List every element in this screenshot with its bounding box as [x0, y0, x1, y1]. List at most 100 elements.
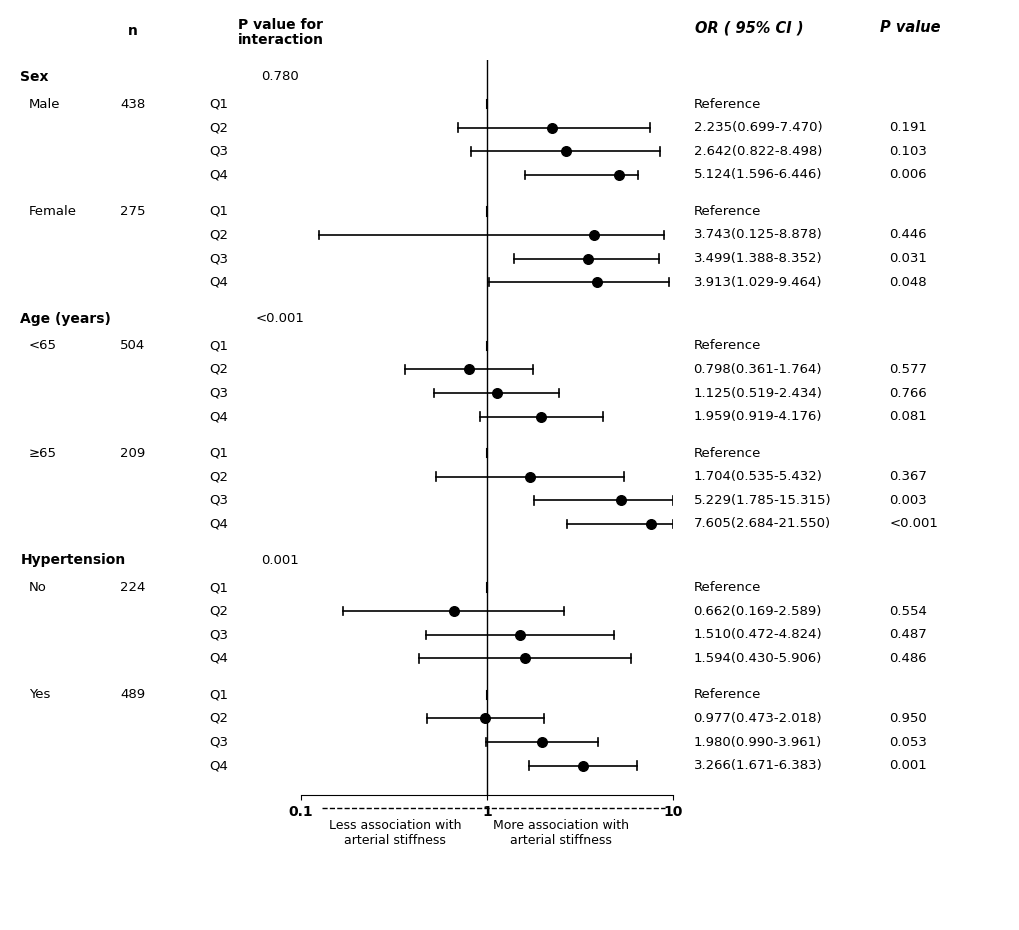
- Text: Hypertension: Hypertension: [20, 553, 125, 567]
- Point: [522, 470, 538, 485]
- Text: 0.053: 0.053: [889, 736, 926, 749]
- Text: 438: 438: [120, 98, 145, 111]
- Point: [543, 120, 559, 135]
- Text: Reference: Reference: [693, 339, 760, 352]
- Text: Q1: Q1: [209, 98, 228, 111]
- Text: Yes: Yes: [29, 688, 50, 701]
- Point: [488, 386, 504, 401]
- Text: 1.125(0.519-2.434): 1.125(0.519-2.434): [693, 387, 821, 400]
- Text: 209: 209: [120, 446, 145, 459]
- Text: 1.594(0.430-5.906): 1.594(0.430-5.906): [693, 652, 821, 665]
- Text: 1.980(0.990-3.961): 1.980(0.990-3.961): [693, 736, 821, 749]
- Text: 5.229(1.785-15.315): 5.229(1.785-15.315): [693, 494, 830, 507]
- Text: 2.235(0.699-7.470): 2.235(0.699-7.470): [693, 121, 821, 134]
- Text: No: No: [29, 581, 47, 594]
- Point: [516, 651, 532, 666]
- Text: 0.977(0.473-2.018): 0.977(0.473-2.018): [693, 712, 821, 725]
- Text: Male: Male: [29, 98, 60, 111]
- Text: 0.486: 0.486: [889, 652, 926, 665]
- Text: 0.367: 0.367: [889, 471, 926, 484]
- Text: interaction: interaction: [237, 33, 323, 47]
- Text: 504: 504: [120, 339, 145, 352]
- Point: [574, 758, 590, 773]
- Text: ≥65: ≥65: [29, 446, 56, 459]
- Text: 1.959(0.919-4.176): 1.959(0.919-4.176): [693, 410, 821, 423]
- Text: 0.577: 0.577: [889, 363, 926, 376]
- Text: OR ( 95% CI ): OR ( 95% CI ): [695, 20, 803, 35]
- Text: Q2: Q2: [209, 712, 228, 725]
- Text: Q3: Q3: [209, 494, 228, 507]
- Text: 3.266(1.671-6.383): 3.266(1.671-6.383): [693, 759, 821, 772]
- Text: Q4: Q4: [209, 759, 228, 772]
- Text: 0.798(0.361-1.764): 0.798(0.361-1.764): [693, 363, 821, 376]
- Text: 0.554: 0.554: [889, 604, 926, 618]
- Text: P value: P value: [878, 20, 940, 35]
- Text: 5.124(1.596-6.446): 5.124(1.596-6.446): [693, 168, 821, 181]
- Point: [533, 409, 549, 424]
- Text: More association with
arterial stiffness: More association with arterial stiffness: [492, 819, 629, 847]
- Point: [461, 362, 477, 377]
- Text: Less association with
arterial stiffness: Less association with arterial stiffness: [328, 819, 461, 847]
- Text: Q1: Q1: [209, 688, 228, 701]
- Text: 0.780: 0.780: [261, 71, 300, 84]
- Text: Q2: Q2: [209, 121, 228, 134]
- Text: n: n: [127, 23, 138, 38]
- Text: 3.913(1.029-9.464): 3.913(1.029-9.464): [693, 275, 821, 288]
- Point: [589, 274, 605, 289]
- Text: Reference: Reference: [693, 98, 760, 111]
- Text: Q3: Q3: [209, 387, 228, 400]
- Text: 0.001: 0.001: [889, 759, 926, 772]
- Text: Q2: Q2: [209, 363, 228, 376]
- Text: 275: 275: [120, 205, 146, 218]
- Text: <0.001: <0.001: [256, 312, 305, 326]
- Text: 2.642(0.822-8.498): 2.642(0.822-8.498): [693, 145, 821, 158]
- Text: 0.001: 0.001: [261, 554, 300, 567]
- Text: Q3: Q3: [209, 145, 228, 158]
- Text: 489: 489: [120, 688, 145, 701]
- Text: Reference: Reference: [693, 688, 760, 701]
- Text: 0.031: 0.031: [889, 252, 926, 265]
- Text: 0.191: 0.191: [889, 121, 926, 134]
- Text: 0.766: 0.766: [889, 387, 926, 400]
- Text: Age (years): Age (years): [20, 312, 111, 326]
- Text: 1.510(0.472-4.824): 1.510(0.472-4.824): [693, 629, 821, 642]
- Text: <0.001: <0.001: [889, 517, 937, 530]
- Text: Q2: Q2: [209, 471, 228, 484]
- Text: Q4: Q4: [209, 410, 228, 423]
- Text: Q4: Q4: [209, 168, 228, 181]
- Text: 0.006: 0.006: [889, 168, 926, 181]
- Text: 0.003: 0.003: [889, 494, 926, 507]
- Text: Q4: Q4: [209, 275, 228, 288]
- Point: [642, 516, 658, 531]
- Text: Q1: Q1: [209, 581, 228, 594]
- Point: [612, 493, 629, 508]
- Point: [585, 228, 601, 243]
- Text: 0.048: 0.048: [889, 275, 926, 288]
- Point: [557, 144, 574, 159]
- Text: 0.081: 0.081: [889, 410, 926, 423]
- Point: [580, 251, 596, 266]
- Text: Q3: Q3: [209, 629, 228, 642]
- Text: Female: Female: [29, 205, 76, 218]
- Point: [445, 604, 462, 618]
- Text: 1.704(0.535-5.432): 1.704(0.535-5.432): [693, 471, 821, 484]
- Text: Q3: Q3: [209, 252, 228, 265]
- Text: 0.487: 0.487: [889, 629, 926, 642]
- Text: 0.662(0.169-2.589): 0.662(0.169-2.589): [693, 604, 821, 618]
- Point: [534, 735, 550, 750]
- Text: 0.446: 0.446: [889, 229, 926, 242]
- Text: P value for: P value for: [237, 18, 323, 33]
- Text: 3.743(0.125-8.878): 3.743(0.125-8.878): [693, 229, 821, 242]
- Text: 3.499(1.388-8.352): 3.499(1.388-8.352): [693, 252, 821, 265]
- Text: Q3: Q3: [209, 736, 228, 749]
- Text: Q4: Q4: [209, 517, 228, 530]
- Text: 0.950: 0.950: [889, 712, 926, 725]
- Text: 7.605(2.684-21.550): 7.605(2.684-21.550): [693, 517, 829, 530]
- Text: 224: 224: [120, 581, 145, 594]
- Text: Sex: Sex: [20, 70, 49, 84]
- Text: Reference: Reference: [693, 205, 760, 218]
- Point: [610, 167, 627, 182]
- Text: Q1: Q1: [209, 446, 228, 459]
- Point: [477, 711, 493, 726]
- Text: Q1: Q1: [209, 205, 228, 218]
